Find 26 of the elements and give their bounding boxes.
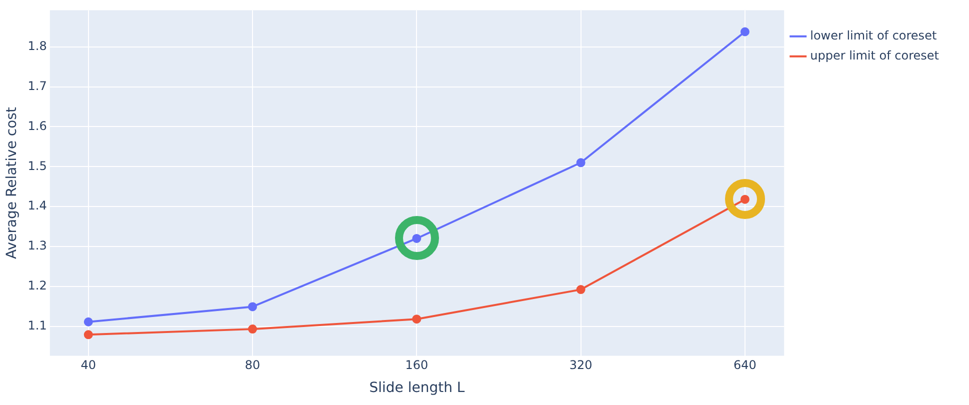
point xyxy=(412,314,422,324)
y-tick-label: 1.1 xyxy=(28,318,47,332)
point xyxy=(248,324,258,334)
y-tick-label: 1.5 xyxy=(28,158,47,173)
point xyxy=(576,285,586,294)
y-tick-label: 1.7 xyxy=(28,78,47,93)
legend-label: upper limit of coreset xyxy=(810,48,940,63)
x-tick-label: 640 xyxy=(734,358,756,372)
x-axis-title: Slide length L xyxy=(369,380,465,396)
point xyxy=(740,27,750,36)
x-tick-label: 80 xyxy=(244,358,260,372)
x-tick-label: 160 xyxy=(405,358,428,372)
legend-label: lower limit of coreset xyxy=(810,28,937,43)
point xyxy=(248,302,258,312)
point xyxy=(576,158,586,168)
x-tick-label: 320 xyxy=(569,358,592,372)
point xyxy=(84,317,93,326)
y-tick-label: 1.4 xyxy=(28,198,47,213)
y-tick-label: 1.2 xyxy=(28,278,47,292)
point xyxy=(412,234,422,243)
y-tick-label: 1.3 xyxy=(28,238,47,253)
y-tick-label: 1.6 xyxy=(28,118,47,133)
y-axis-title: Average Relative cost xyxy=(4,106,20,259)
point xyxy=(84,330,93,340)
x-tick-label: 40 xyxy=(80,358,96,372)
y-tick-label: 1.8 xyxy=(28,39,47,54)
